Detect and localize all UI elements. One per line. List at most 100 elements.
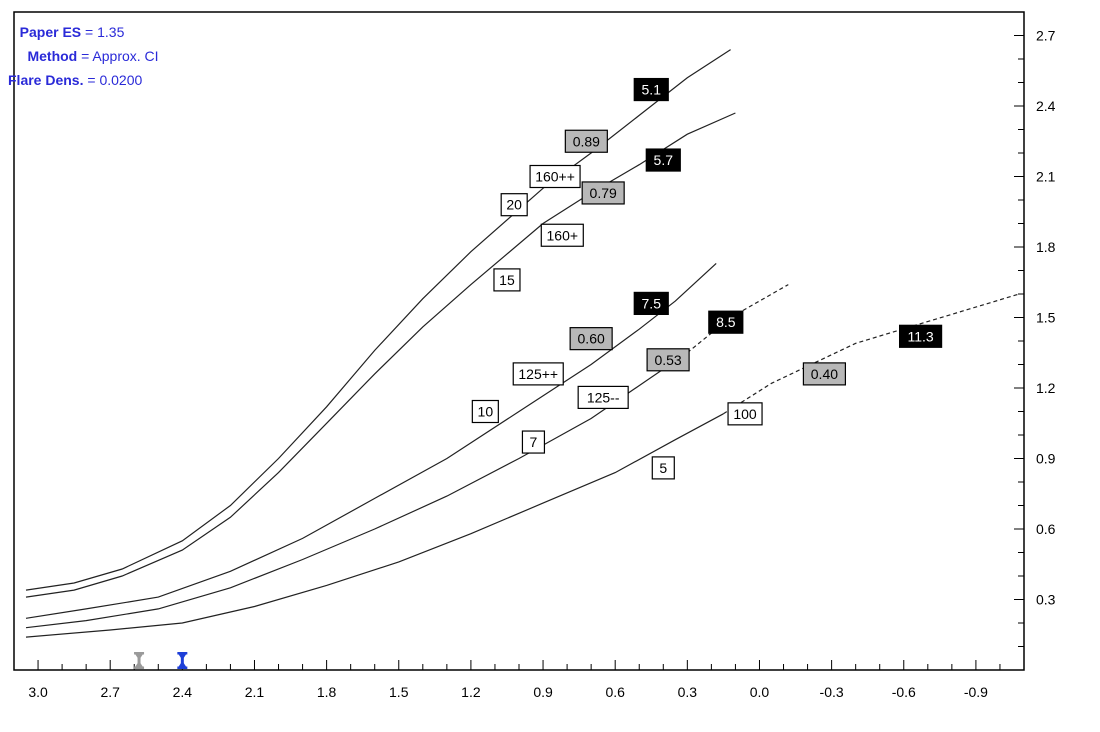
data-label: 7 xyxy=(521,430,546,454)
y-tick-label: 0.9 xyxy=(1036,451,1056,467)
data-label-box xyxy=(471,399,499,424)
x-tick-label: 0.6 xyxy=(605,684,625,700)
data-label-box xyxy=(521,430,546,454)
data-label: 160++ xyxy=(529,164,581,189)
data-label-box xyxy=(540,223,584,247)
paper-es-row: Paper ES = 1.35 xyxy=(19,24,125,40)
data-label-box xyxy=(500,193,528,217)
data-label: 125++ xyxy=(512,362,564,386)
series-line-dashed-4 xyxy=(686,284,789,354)
data-label-box xyxy=(529,164,581,189)
x-tick-label: 1.5 xyxy=(389,684,409,700)
x-tick-label: 0.0 xyxy=(750,684,770,700)
x-tick-label: 2.1 xyxy=(245,684,265,700)
data-label-box xyxy=(569,327,613,351)
data-label-text: 20 xyxy=(506,197,522,213)
data-label: 125-- xyxy=(577,385,629,409)
data-label: 20 xyxy=(500,193,528,217)
paper-es-value: 1.35 xyxy=(97,24,125,40)
series-line-dashed-5 xyxy=(723,293,1020,415)
data-label-text: 160+ xyxy=(547,227,579,243)
data-label: 0.60 xyxy=(569,327,613,351)
x-tick-labels: 3.0 2.7 2.4 2.1 1.8 1.5 1.2 0.9 0.6 0.3 0.0 -0.3 -0.… xyxy=(28,684,988,700)
series-line-1 xyxy=(25,49,731,591)
method-key: Method xyxy=(27,48,78,64)
data-label-text: 160++ xyxy=(535,169,575,185)
series-line-3 xyxy=(25,262,717,619)
x-tick-label: 0.3 xyxy=(678,684,698,700)
data-label-text: 5 xyxy=(659,460,667,476)
y-tick-label: 0.3 xyxy=(1036,592,1056,608)
x-tick-label: 2.4 xyxy=(173,684,193,700)
data-label-box xyxy=(633,77,669,102)
data-label: 0.89 xyxy=(564,129,608,153)
data-label-text: 0.60 xyxy=(578,331,605,347)
flare-dens-value: 0.0200 xyxy=(99,72,143,88)
data-label: 7.5 xyxy=(633,291,669,315)
data-label-text: 0.89 xyxy=(573,133,600,149)
data-label-text: 0.40 xyxy=(811,366,838,382)
x-tick-label: 3.0 xyxy=(28,684,48,700)
x-tick-label: -0.3 xyxy=(820,684,844,700)
method-value: Approx. CI xyxy=(92,48,159,64)
y-tick-label: 1.8 xyxy=(1036,239,1056,255)
data-label: 15 xyxy=(493,268,521,292)
y-tick-label: 2.1 xyxy=(1036,169,1056,185)
data-label-box xyxy=(633,291,669,315)
x-tick-label: 2.7 xyxy=(100,684,120,700)
y-tick-label: 2.7 xyxy=(1036,28,1056,44)
data-label-text: 5.1 xyxy=(642,82,662,98)
data-label: 0.53 xyxy=(646,348,690,372)
data-label: 5.1 xyxy=(633,77,669,102)
data-label: 8.5 xyxy=(708,310,744,334)
flare-dens-row: Flare Dens. = 0.0200 xyxy=(8,72,143,88)
data-label-box xyxy=(651,456,675,480)
data-label-text: 125-- xyxy=(587,389,620,405)
data-label: 0.40 xyxy=(802,362,847,386)
data-label-text: 8.5 xyxy=(716,314,736,330)
data-label: 5.7 xyxy=(645,148,681,172)
x-tick-label: 0.9 xyxy=(533,684,553,700)
x-tick-label: 1.2 xyxy=(461,684,481,700)
data-label-box xyxy=(493,268,521,292)
y-tick-label: 0.6 xyxy=(1036,521,1056,537)
data-labels-layer: 5.1 0.89 160++ 5.7 0.79 20 160+ 15 7.5 8.5 0.60 11.… xyxy=(471,77,943,480)
data-label-text: 0.79 xyxy=(590,185,617,201)
data-label-box xyxy=(581,181,625,205)
data-label-box xyxy=(564,129,608,153)
data-label-text: 10 xyxy=(478,404,494,420)
data-label-text: 5.7 xyxy=(654,152,674,168)
plot-area xyxy=(13,11,1025,671)
series-line-5 xyxy=(25,413,724,638)
x-tick-label: -0.9 xyxy=(964,684,988,700)
data-label-text: 7 xyxy=(530,434,538,450)
x-marker-gray[interactable] xyxy=(134,652,145,669)
data-label: 10 xyxy=(471,399,499,424)
x-tick-label: -0.6 xyxy=(892,684,916,700)
flare-dens-key: Flare Dens. xyxy=(8,72,84,88)
y-tick-labels: 0.3 0.6 0.9 1.2 1.5 1.8 2.1 2.4 2.7 xyxy=(1036,28,1056,608)
data-label: 5 xyxy=(651,456,675,480)
x-tick-label: 1.8 xyxy=(317,684,337,700)
data-label-box xyxy=(512,362,564,386)
y-tick-label: 2.4 xyxy=(1036,98,1056,114)
data-label-text: 7.5 xyxy=(642,295,662,311)
data-label-text: 11.3 xyxy=(907,328,933,344)
data-label-text: 0.53 xyxy=(654,352,681,368)
data-label-box xyxy=(646,348,690,372)
data-label: 160+ xyxy=(540,223,584,247)
data-label-text: 125++ xyxy=(518,366,558,382)
info-panel: Paper ES = 1.35 Method = Approx. CI Flar… xyxy=(8,20,159,92)
y-tick-label: 1.5 xyxy=(1036,310,1056,326)
y-tick-label: 1.2 xyxy=(1036,380,1056,396)
data-label-box xyxy=(898,324,943,348)
data-label: 0.79 xyxy=(581,181,625,205)
data-label-box xyxy=(577,385,629,409)
data-label-text: 100 xyxy=(733,406,757,422)
data-label-text: 15 xyxy=(499,272,515,288)
data-label: 11.3 xyxy=(898,324,943,348)
series-line-2 xyxy=(25,112,736,598)
data-label-box xyxy=(727,402,763,426)
x-marker-blue[interactable] xyxy=(177,652,188,669)
